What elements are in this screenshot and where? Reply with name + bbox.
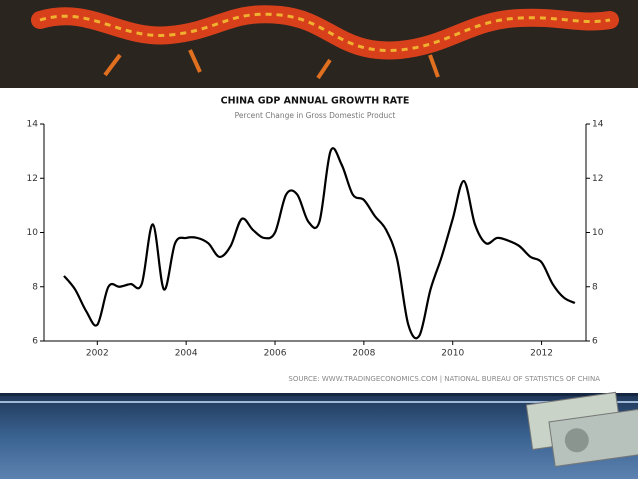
banner [0, 0, 638, 88]
x-tick-label: 2006 [264, 349, 287, 359]
x-tick-label: 2004 [175, 349, 198, 359]
y2-tick-label: 14 [592, 120, 604, 130]
banknotes [525, 391, 638, 468]
footer-stripe [0, 401, 638, 403]
y2-tick-label: 6 [592, 337, 598, 347]
dragon-scales [39, 12, 611, 52]
x-tick-label: 2010 [441, 349, 464, 359]
dragon-claws [103, 49, 440, 80]
y2-tick-label: 8 [592, 282, 598, 292]
x-tick-label: 2002 [86, 349, 109, 359]
footer-stripe [0, 393, 638, 396]
y-tick-label: 8 [32, 282, 38, 292]
gdp-line [63, 147, 576, 340]
source-note: SOURCE: WWW.TRADINGECONOMICS.COM | NATIO… [288, 375, 600, 383]
y-tick-label: 12 [27, 174, 38, 184]
banknote-portrait [564, 428, 589, 453]
chart-title: CHINA GDP ANNUAL GROWTH RATE [221, 96, 410, 107]
plot-frame [43, 124, 587, 342]
x-tick-label: 2012 [530, 349, 553, 359]
y-tick-label: 10 [27, 228, 39, 238]
y2-tick-label: 10 [592, 228, 604, 238]
y2-tick-label: 12 [592, 174, 603, 184]
x-tick-label: 2008 [352, 349, 375, 359]
banknote [548, 408, 638, 468]
y-tick-label: 14 [27, 120, 39, 130]
footer [0, 391, 638, 479]
chart-subtitle: Percent Change in Gross Domestic Product [235, 111, 396, 120]
y-tick-label: 6 [32, 337, 38, 347]
